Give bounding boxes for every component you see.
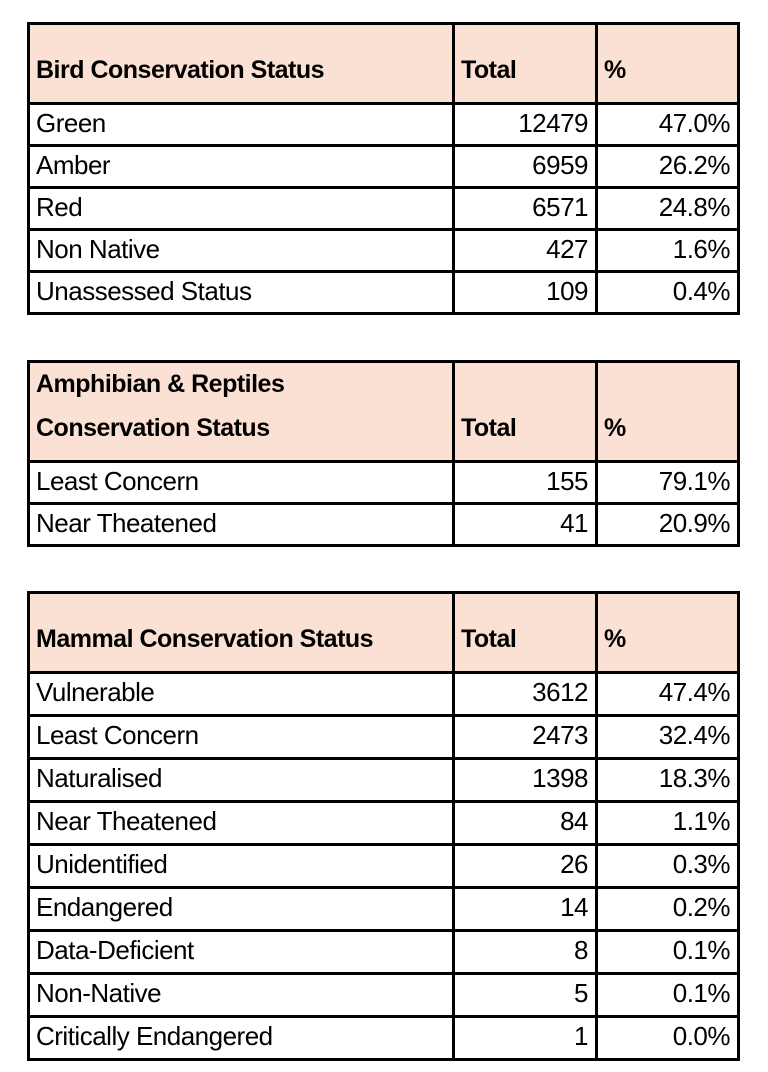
table-row: Amber 6959 26.2% bbox=[27, 144, 740, 189]
row-total-cell: 14 bbox=[452, 885, 598, 932]
row-total-cell: 6571 bbox=[452, 186, 598, 231]
row-label-cell: Green bbox=[27, 102, 455, 147]
table-row: Green 12479 47.0% bbox=[27, 102, 740, 147]
row-label-cell: Critically Endangered bbox=[27, 1014, 455, 1061]
table-row: Critically Endangered 1 0.0% bbox=[27, 1014, 740, 1061]
row-percent-cell: 32.4% bbox=[595, 713, 740, 760]
table-row: Near Theatened 41 20.9% bbox=[27, 501, 740, 547]
row-percent-cell: 24.8% bbox=[595, 186, 740, 231]
table-row: Near Theatened 84 1.1% bbox=[27, 799, 740, 846]
row-total-cell: 12479 bbox=[452, 102, 598, 147]
row-percent-cell: 0.2% bbox=[595, 885, 740, 932]
row-percent-cell: 20.9% bbox=[595, 501, 740, 547]
table-row: Non-Native 5 0.1% bbox=[27, 971, 740, 1018]
row-percent-cell: 26.2% bbox=[595, 144, 740, 189]
row-total-cell: 26 bbox=[452, 842, 598, 889]
row-total-cell: 8 bbox=[452, 928, 598, 975]
header-cell-percent: % bbox=[595, 360, 740, 463]
row-label-cell: Data-Deficient bbox=[27, 928, 455, 975]
row-label-cell: Amber bbox=[27, 144, 455, 189]
table-row: Non Native 427 1.6% bbox=[27, 228, 740, 273]
row-label-cell: Near Theatened bbox=[27, 799, 455, 846]
header-cell-category: Amphibian & Reptiles Conservation Status bbox=[27, 360, 455, 463]
row-percent-cell: 47.0% bbox=[595, 102, 740, 147]
row-percent-cell: 1.6% bbox=[595, 228, 740, 273]
row-total-cell: 2473 bbox=[452, 713, 598, 760]
mammal-status-table: Mammal Conservation Status Total % Vulne… bbox=[27, 590, 740, 1061]
row-percent-cell: 79.1% bbox=[595, 459, 740, 505]
row-label-cell: Naturalised bbox=[27, 756, 455, 803]
row-total-cell: 155 bbox=[452, 459, 598, 505]
bird-status-table: Bird Conservation Status Total % Green 1… bbox=[27, 22, 740, 315]
row-total-cell: 84 bbox=[452, 799, 598, 846]
row-percent-cell: 0.3% bbox=[595, 842, 740, 889]
table-row: Unidentified 26 0.3% bbox=[27, 842, 740, 889]
table-row: Red 6571 24.8% bbox=[27, 186, 740, 231]
table-row: Data-Deficient 8 0.1% bbox=[27, 928, 740, 975]
header-cell-total: Total bbox=[452, 590, 598, 674]
table-header-row: Mammal Conservation Status Total % bbox=[27, 590, 740, 674]
row-percent-cell: 1.1% bbox=[595, 799, 740, 846]
row-total-cell: 1398 bbox=[452, 756, 598, 803]
row-percent-cell: 18.3% bbox=[595, 756, 740, 803]
header-cell-total: Total bbox=[452, 360, 598, 463]
header-cell-category: Mammal Conservation Status bbox=[27, 590, 455, 674]
row-label-cell: Least Concern bbox=[27, 459, 455, 505]
row-total-cell: 6959 bbox=[452, 144, 598, 189]
row-label-cell: Near Theatened bbox=[27, 501, 455, 547]
table-row: Unassessed Status 109 0.4% bbox=[27, 270, 740, 315]
table-header-row: Bird Conservation Status Total % bbox=[27, 22, 740, 105]
table-header-row: Amphibian & Reptiles Conservation Status… bbox=[27, 360, 740, 463]
row-label-cell: Endangered bbox=[27, 885, 455, 932]
table-row: Naturalised 1398 18.3% bbox=[27, 756, 740, 803]
row-total-cell: 427 bbox=[452, 228, 598, 273]
table-row: Least Concern 155 79.1% bbox=[27, 459, 740, 505]
row-total-cell: 109 bbox=[452, 270, 598, 315]
row-total-cell: 3612 bbox=[452, 670, 598, 717]
row-total-cell: 1 bbox=[452, 1014, 598, 1061]
header-cell-total: Total bbox=[452, 22, 598, 105]
row-percent-cell: 0.1% bbox=[595, 971, 740, 1018]
header-cell-percent: % bbox=[595, 22, 740, 105]
header-cell-category: Bird Conservation Status bbox=[27, 22, 455, 105]
row-total-cell: 41 bbox=[452, 501, 598, 547]
table-row: Endangered 14 0.2% bbox=[27, 885, 740, 932]
row-label-cell: Vulnerable bbox=[27, 670, 455, 717]
row-label-cell: Unassessed Status bbox=[27, 270, 455, 315]
row-label-cell: Non Native bbox=[27, 228, 455, 273]
row-total-cell: 5 bbox=[452, 971, 598, 1018]
row-label-cell: Non-Native bbox=[27, 971, 455, 1018]
row-percent-cell: 0.1% bbox=[595, 928, 740, 975]
row-percent-cell: 47.4% bbox=[595, 670, 740, 717]
row-percent-cell: 0.0% bbox=[595, 1014, 740, 1061]
row-label-cell: Least Concern bbox=[27, 713, 455, 760]
row-label-cell: Red bbox=[27, 186, 455, 231]
amphibian-reptile-status-table: Amphibian & Reptiles Conservation Status… bbox=[27, 360, 740, 547]
table-row: Vulnerable 3612 47.4% bbox=[27, 670, 740, 717]
row-percent-cell: 0.4% bbox=[595, 270, 740, 315]
row-label-cell: Unidentified bbox=[27, 842, 455, 889]
header-cell-percent: % bbox=[595, 590, 740, 674]
table-row: Least Concern 2473 32.4% bbox=[27, 713, 740, 760]
